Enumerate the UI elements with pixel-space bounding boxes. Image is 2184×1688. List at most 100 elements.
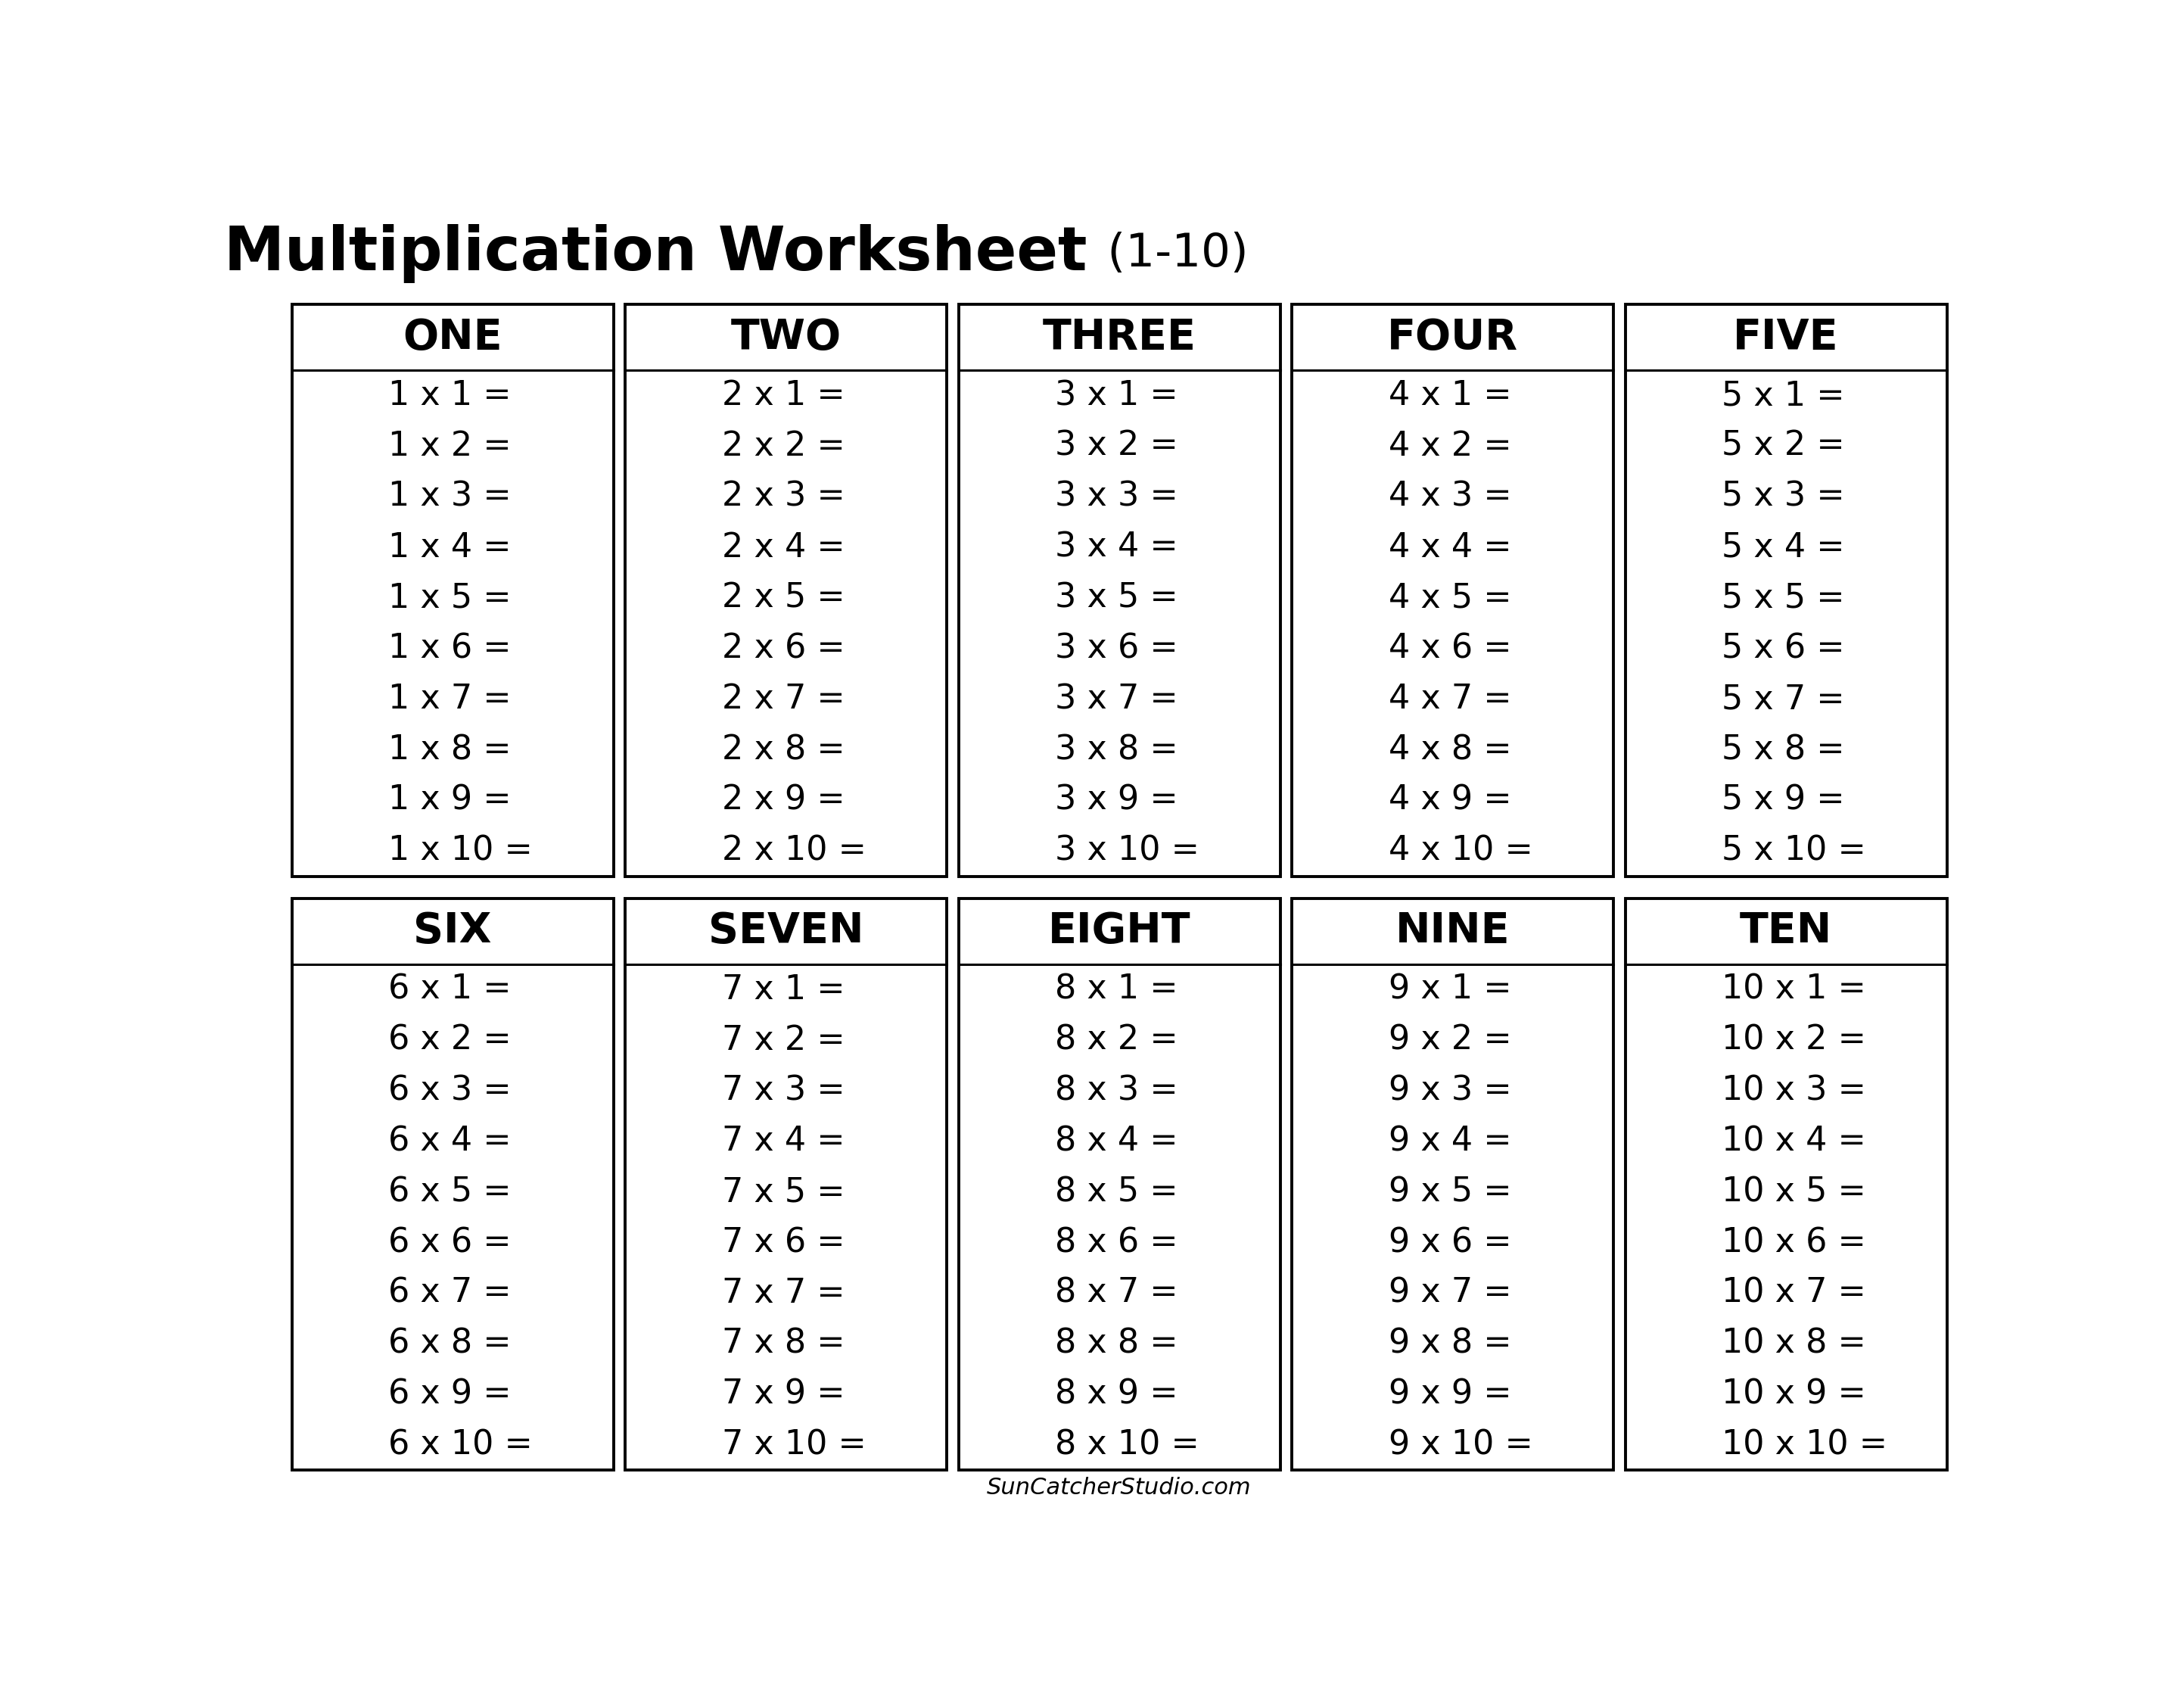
Text: 6 x 5 =: 6 x 5 = [389, 1175, 511, 1209]
Text: 2 x 6 =: 2 x 6 = [721, 633, 845, 665]
Text: 9 x 1 =: 9 x 1 = [1389, 974, 1511, 1006]
Bar [959, 898, 1280, 1470]
Text: ONE: ONE [402, 317, 502, 358]
Text: 6 x 1 =: 6 x 1 = [389, 974, 511, 1006]
Text: 3 x 10 =: 3 x 10 = [1055, 836, 1199, 868]
Text: 2 x 2 =: 2 x 2 = [721, 430, 845, 463]
Text: 9 x 8 =: 9 x 8 = [1389, 1327, 1511, 1361]
Text: 5 x 6 =: 5 x 6 = [1721, 633, 1845, 665]
Text: 1 x 8 =: 1 x 8 = [389, 734, 511, 766]
Text: 10 x 6 =: 10 x 6 = [1721, 1225, 1865, 1259]
Text: 9 x 2 =: 9 x 2 = [1389, 1025, 1511, 1057]
Text: 4 x 10 =: 4 x 10 = [1389, 836, 1533, 868]
Text: 3 x 6 =: 3 x 6 = [1055, 633, 1177, 665]
Text: 10 x 10 =: 10 x 10 = [1721, 1428, 1887, 1462]
Text: 1 x 5 =: 1 x 5 = [389, 582, 511, 614]
Text: 8 x 7 =: 8 x 7 = [1055, 1276, 1177, 1310]
Text: 9 x 6 =: 9 x 6 = [1389, 1225, 1511, 1259]
Text: 3 x 4 =: 3 x 4 = [1055, 532, 1177, 564]
Text: 10 x 7 =: 10 x 7 = [1721, 1276, 1865, 1310]
Bar [959, 304, 1280, 876]
Text: 9 x 5 =: 9 x 5 = [1389, 1175, 1511, 1209]
Text: 3 x 7 =: 3 x 7 = [1055, 684, 1177, 716]
Text: 10 x 8 =: 10 x 8 = [1721, 1327, 1865, 1361]
Text: 2 x 4 =: 2 x 4 = [721, 532, 845, 564]
Text: 1 x 9 =: 1 x 9 = [389, 785, 511, 817]
Text: 3 x 1 =: 3 x 1 = [1055, 380, 1177, 412]
Text: 10 x 5 =: 10 x 5 = [1721, 1175, 1865, 1209]
Text: Multiplication Worksheet: Multiplication Worksheet [225, 225, 1088, 284]
Text: 6 x 8 =: 6 x 8 = [389, 1327, 511, 1361]
Text: 9 x 9 =: 9 x 9 = [1389, 1377, 1511, 1411]
Text: TEN: TEN [1741, 912, 1832, 952]
Text: 2 x 9 =: 2 x 9 = [721, 785, 845, 817]
Text: 3 x 2 =: 3 x 2 = [1055, 430, 1177, 463]
Text: 5 x 10 =: 5 x 10 = [1721, 836, 1865, 868]
Text: 1 x 4 =: 1 x 4 = [389, 532, 511, 564]
Text: 5 x 4 =: 5 x 4 = [1721, 532, 1845, 564]
Text: 7 x 1 =: 7 x 1 = [721, 974, 845, 1006]
Text: 4 x 2 =: 4 x 2 = [1389, 430, 1511, 463]
Text: 9 x 10 =: 9 x 10 = [1389, 1428, 1533, 1462]
Text: 1 x 6 =: 1 x 6 = [389, 633, 511, 665]
Text: 10 x 2 =: 10 x 2 = [1721, 1025, 1867, 1057]
Text: 4 x 7 =: 4 x 7 = [1389, 684, 1511, 716]
Text: 5 x 3 =: 5 x 3 = [1721, 481, 1845, 513]
Text: 5 x 7 =: 5 x 7 = [1721, 684, 1845, 716]
Text: 10 x 9 =: 10 x 9 = [1721, 1377, 1865, 1411]
Text: 6 x 6 =: 6 x 6 = [389, 1225, 511, 1259]
Text: 7 x 5 =: 7 x 5 = [721, 1175, 845, 1209]
Text: 3 x 9 =: 3 x 9 = [1055, 785, 1177, 817]
Text: 8 x 2 =: 8 x 2 = [1055, 1025, 1177, 1057]
Text: 4 x 5 =: 4 x 5 = [1389, 582, 1511, 614]
Text: 2 x 1 =: 2 x 1 = [721, 380, 845, 412]
Bar [293, 304, 614, 876]
Text: 8 x 10 =: 8 x 10 = [1055, 1428, 1199, 1462]
Text: 7 x 9 =: 7 x 9 = [721, 1377, 845, 1411]
Text: 10 x 4 =: 10 x 4 = [1721, 1126, 1865, 1158]
Text: 3 x 5 =: 3 x 5 = [1055, 582, 1177, 614]
Bar [625, 898, 946, 1470]
Text: FIVE: FIVE [1734, 317, 1839, 358]
Text: 7 x 3 =: 7 x 3 = [721, 1075, 845, 1107]
Text: 6 x 4 =: 6 x 4 = [389, 1126, 511, 1158]
Bar [1625, 898, 1946, 1470]
Text: 2 x 7 =: 2 x 7 = [721, 684, 845, 716]
Text: 4 x 9 =: 4 x 9 = [1389, 785, 1511, 817]
Text: 8 x 6 =: 8 x 6 = [1055, 1225, 1177, 1259]
Text: 4 x 8 =: 4 x 8 = [1389, 734, 1511, 766]
Text: 2 x 10 =: 2 x 10 = [721, 836, 867, 868]
Text: 1 x 7 =: 1 x 7 = [389, 684, 511, 716]
Text: (1-10): (1-10) [1092, 231, 1249, 277]
Text: 8 x 1 =: 8 x 1 = [1055, 974, 1177, 1006]
Text: 2 x 3 =: 2 x 3 = [721, 481, 845, 513]
Text: 2 x 5 =: 2 x 5 = [721, 582, 845, 614]
Text: 7 x 7 =: 7 x 7 = [721, 1276, 845, 1310]
Text: 6 x 7 =: 6 x 7 = [389, 1276, 511, 1310]
Text: 7 x 10 =: 7 x 10 = [721, 1428, 867, 1462]
Text: 5 x 1 =: 5 x 1 = [1721, 380, 1845, 412]
Text: FOUR: FOUR [1387, 317, 1518, 358]
Text: 1 x 3 =: 1 x 3 = [389, 481, 511, 513]
Text: 6 x 2 =: 6 x 2 = [389, 1025, 511, 1057]
Text: NINE: NINE [1396, 912, 1509, 952]
Text: 3 x 3 =: 3 x 3 = [1055, 481, 1177, 513]
Text: 6 x 10 =: 6 x 10 = [389, 1428, 533, 1462]
Text: THREE: THREE [1042, 317, 1197, 358]
Text: 10 x 3 =: 10 x 3 = [1721, 1075, 1867, 1107]
Text: SEVEN: SEVEN [708, 912, 863, 952]
Text: 9 x 3 =: 9 x 3 = [1389, 1075, 1511, 1107]
Text: 1 x 1 =: 1 x 1 = [389, 380, 511, 412]
Text: TWO: TWO [732, 317, 841, 358]
Text: 4 x 6 =: 4 x 6 = [1389, 633, 1511, 665]
Bar [1293, 304, 1614, 876]
Text: 5 x 8 =: 5 x 8 = [1721, 734, 1845, 766]
Text: 1 x 10 =: 1 x 10 = [389, 836, 533, 868]
Text: 7 x 8 =: 7 x 8 = [721, 1327, 845, 1361]
Text: 9 x 7 =: 9 x 7 = [1389, 1276, 1511, 1310]
Text: 8 x 4 =: 8 x 4 = [1055, 1126, 1177, 1158]
Text: SIX: SIX [413, 912, 491, 952]
Bar [1293, 898, 1614, 1470]
Bar [1625, 304, 1946, 876]
Text: 5 x 5 =: 5 x 5 = [1721, 582, 1845, 614]
